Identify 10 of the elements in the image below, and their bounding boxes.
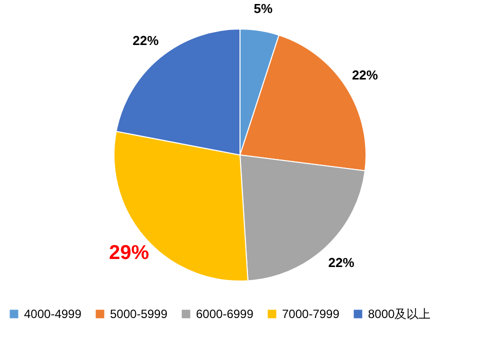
- data-label: 22%: [328, 254, 355, 270]
- data-label: 5%: [254, 0, 273, 16]
- legend-label: 5000-5999: [110, 307, 168, 321]
- data-label: 22%: [132, 32, 160, 48]
- legend-label: 6000-6999: [196, 307, 254, 321]
- data-label: 22%: [352, 68, 378, 83]
- legend-label: 7000-7999: [282, 307, 340, 321]
- legend-label: 8000及以上: [368, 307, 431, 321]
- data-label: 29%: [108, 242, 150, 264]
- legend-label: 4000-4999: [24, 307, 82, 321]
